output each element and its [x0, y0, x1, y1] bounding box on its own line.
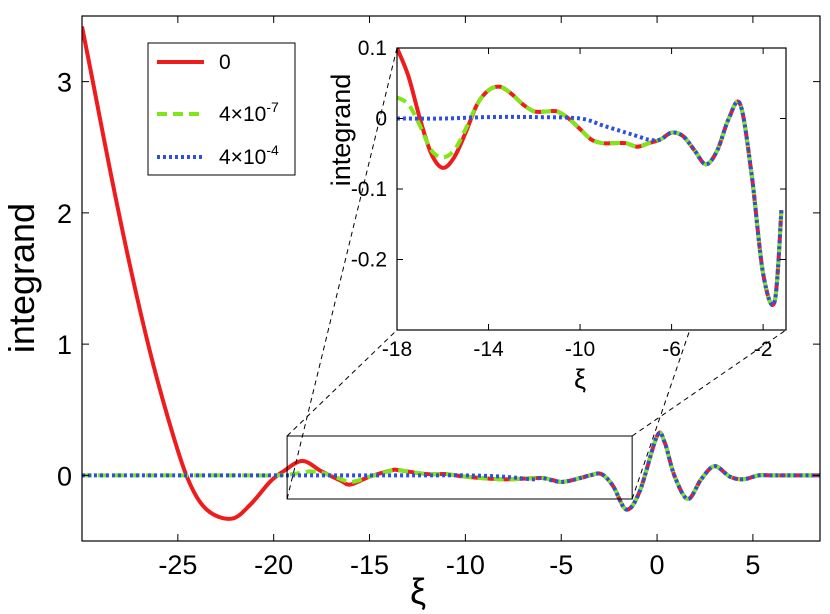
inset-plot: -18 -14 -10 -6 -2 0.1 0 -0.1 -0.2 integrand ξ: [326, 37, 787, 394]
inset-background: [397, 48, 786, 330]
main-x-tick-label: 0: [650, 550, 665, 580]
inset-x-tick-label: -6: [662, 338, 681, 361]
main-y-tick-label: 1: [57, 330, 72, 360]
main-plot-frame: [81, 15, 821, 542]
inset-y-tick-label: -0.2: [351, 249, 387, 272]
legend-frame: [147, 42, 296, 176]
main-x-axis-label: ξ: [410, 571, 426, 612]
inset-y-tick-label: 0.1: [358, 37, 387, 60]
zoom-connector-0: [286, 329, 398, 437]
main-x-tick-label: -5: [549, 550, 573, 580]
inset-y-tick-label: -0.1: [351, 178, 387, 201]
main-y-tick-label: 3: [57, 68, 72, 98]
main-x-tick-label: -15: [350, 550, 389, 580]
zoom-connector-2: [631, 329, 787, 437]
legend-label-2: 4×10-4: [219, 142, 279, 169]
main-y-tick-label: 2: [57, 199, 72, 229]
inset-x-tick-label: -2: [754, 338, 773, 361]
zoom-box: [286, 435, 633, 500]
inset-x-tick-label: -10: [565, 338, 595, 361]
main-x-tick-label: -10: [446, 550, 485, 580]
main-y-tick-label: 0: [57, 461, 72, 491]
main-y-axis-label: integrand: [1, 203, 42, 353]
inset-y-tick-label: 0: [375, 108, 387, 131]
legend-label-1: 4×10-7: [219, 99, 279, 126]
main-x-tick-label: -20: [254, 550, 293, 580]
legend-label-0: 0: [219, 51, 231, 74]
inset-x-axis-label: ξ: [574, 364, 586, 394]
inset-x-tick-label: -14: [473, 338, 504, 361]
inset-series-2: [397, 99, 784, 307]
main-x-tick-label: -25: [158, 550, 197, 580]
inset-series-1: [397, 84, 784, 307]
main-series-2: [82, 430, 820, 512]
inset-x-tick-label: -18: [382, 338, 412, 361]
main-x-tick-label: 5: [745, 550, 760, 580]
legend: 0 4×10-7 4×10-4: [147, 42, 296, 176]
inset-y-axis-label: integrand: [326, 74, 356, 187]
